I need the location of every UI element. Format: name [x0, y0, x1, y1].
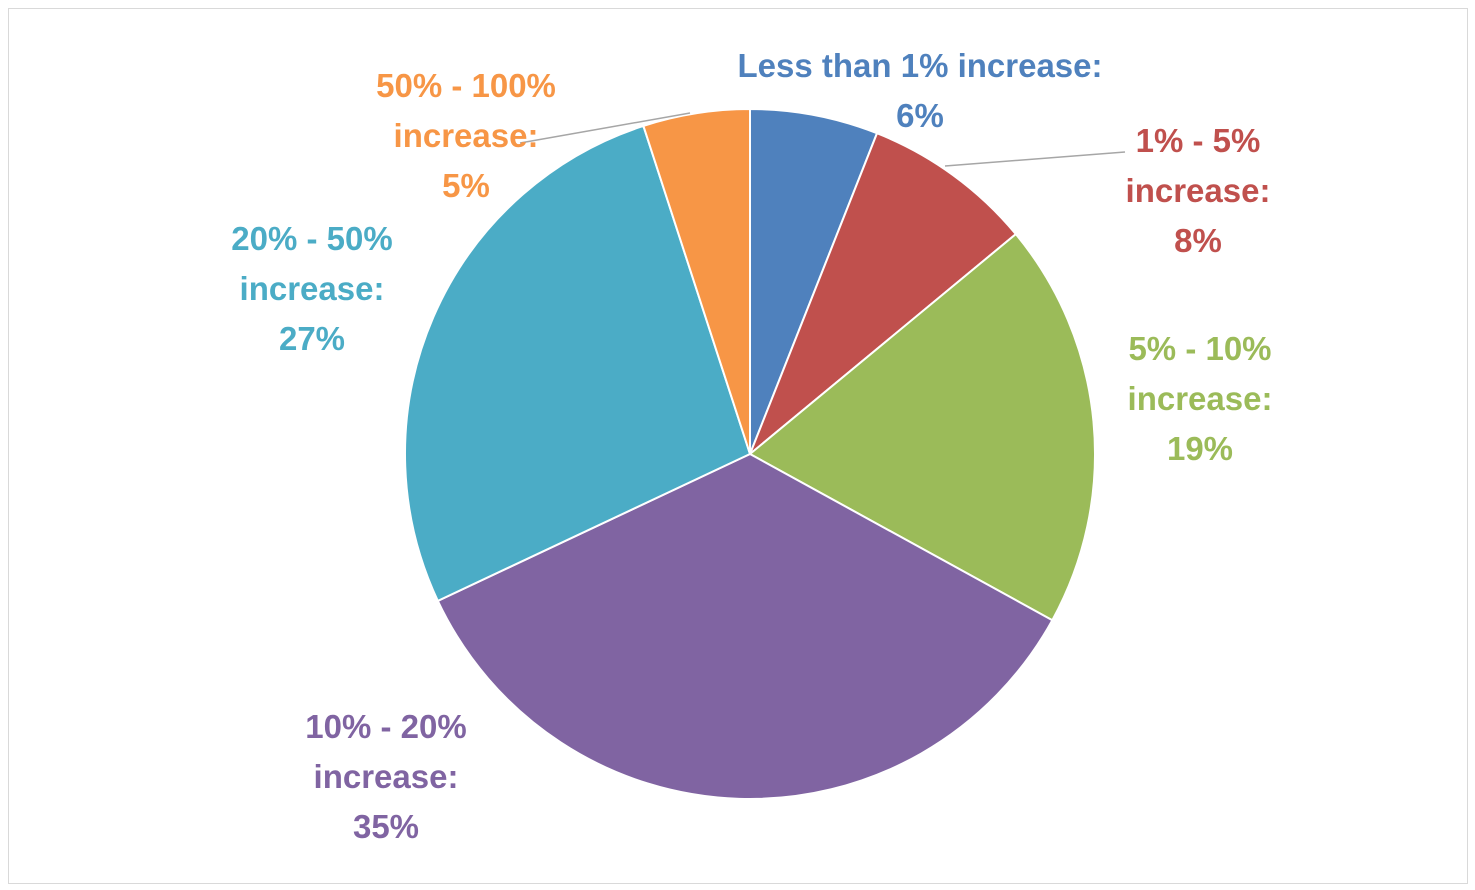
data-label-5-line-3: 27%: [279, 320, 345, 357]
pie-slice-4: [436, 452, 1054, 800]
data-label-2-line-2: increase:: [1126, 172, 1271, 209]
data-label-4-line-3: 35%: [353, 808, 419, 845]
data-label-3-line-3: 19%: [1167, 430, 1233, 467]
data-label-3-line-1: 5% - 10%: [1128, 330, 1271, 367]
data-label-2: 1% - 5% increase: 8%: [1126, 122, 1271, 259]
data-label-4-line-1: 10% - 20%: [305, 708, 466, 745]
pie-slice-5: [404, 124, 752, 603]
leader-line-2: [944, 151, 1126, 167]
data-label-5-line-1: 20% - 50%: [231, 220, 392, 257]
data-label-3: 5% - 10% increase: 19%: [1128, 330, 1273, 467]
pie-slice-2: [749, 131, 1018, 455]
data-label-1-line-1: Less than 1% increase:: [738, 47, 1103, 84]
data-label-5: 20% - 50% increase: 27%: [231, 220, 392, 357]
data-label-1: Less than 1% increase: 6%: [738, 47, 1103, 134]
data-label-6-line-1: 50% - 100%: [376, 67, 556, 104]
pie-slice-1: [749, 107, 879, 455]
data-label-2-line-1: 1% - 5%: [1136, 122, 1261, 159]
leader-line-6: [519, 112, 691, 144]
data-label-3-line-2: increase:: [1128, 380, 1273, 417]
data-label-5-line-2: increase:: [240, 270, 385, 307]
data-label-4-line-2: increase:: [314, 758, 459, 795]
data-label-2-line-3: 8%: [1174, 222, 1222, 259]
data-label-6-line-3: 5%: [442, 167, 490, 204]
pie-slice-3: [748, 232, 1096, 622]
data-label-6-line-2: increase:: [394, 117, 539, 154]
data-label-6: 50% - 100% increase: 5%: [376, 67, 556, 204]
data-label-4: 10% - 20% increase: 35%: [305, 708, 466, 845]
pie-slice-6: [642, 107, 751, 455]
data-label-1-line-2: 6%: [896, 97, 944, 134]
